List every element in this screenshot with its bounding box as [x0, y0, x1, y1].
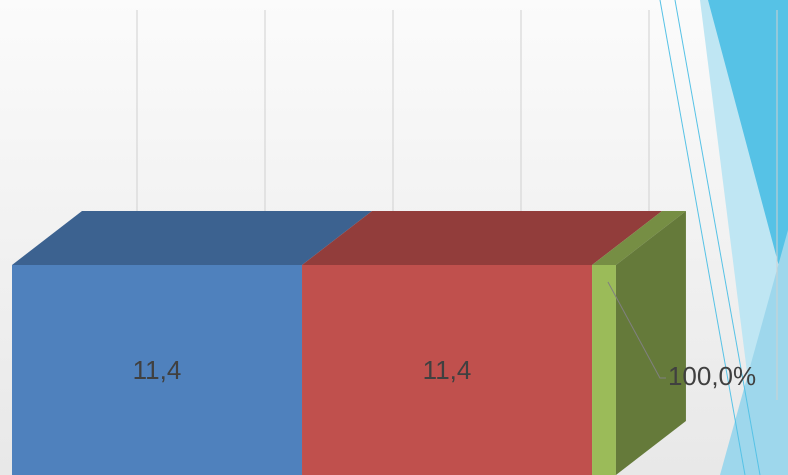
annotation: 100,0%: [668, 361, 756, 391]
bar: [592, 265, 616, 475]
bar-top: [592, 211, 686, 265]
bar-top: [12, 211, 373, 265]
bar: [12, 265, 303, 475]
bar-side: [615, 211, 686, 475]
data-label: 11,4: [133, 355, 182, 385]
decor-line: [674, 0, 761, 475]
bar: [302, 265, 593, 475]
bar-top: [302, 211, 663, 265]
decor-line: [659, 0, 746, 475]
data-label: 11,4: [423, 355, 472, 385]
grid: [136, 10, 778, 400]
decor: [720, 230, 788, 475]
decor: [708, 0, 788, 300]
leader-line: [607, 281, 666, 379]
